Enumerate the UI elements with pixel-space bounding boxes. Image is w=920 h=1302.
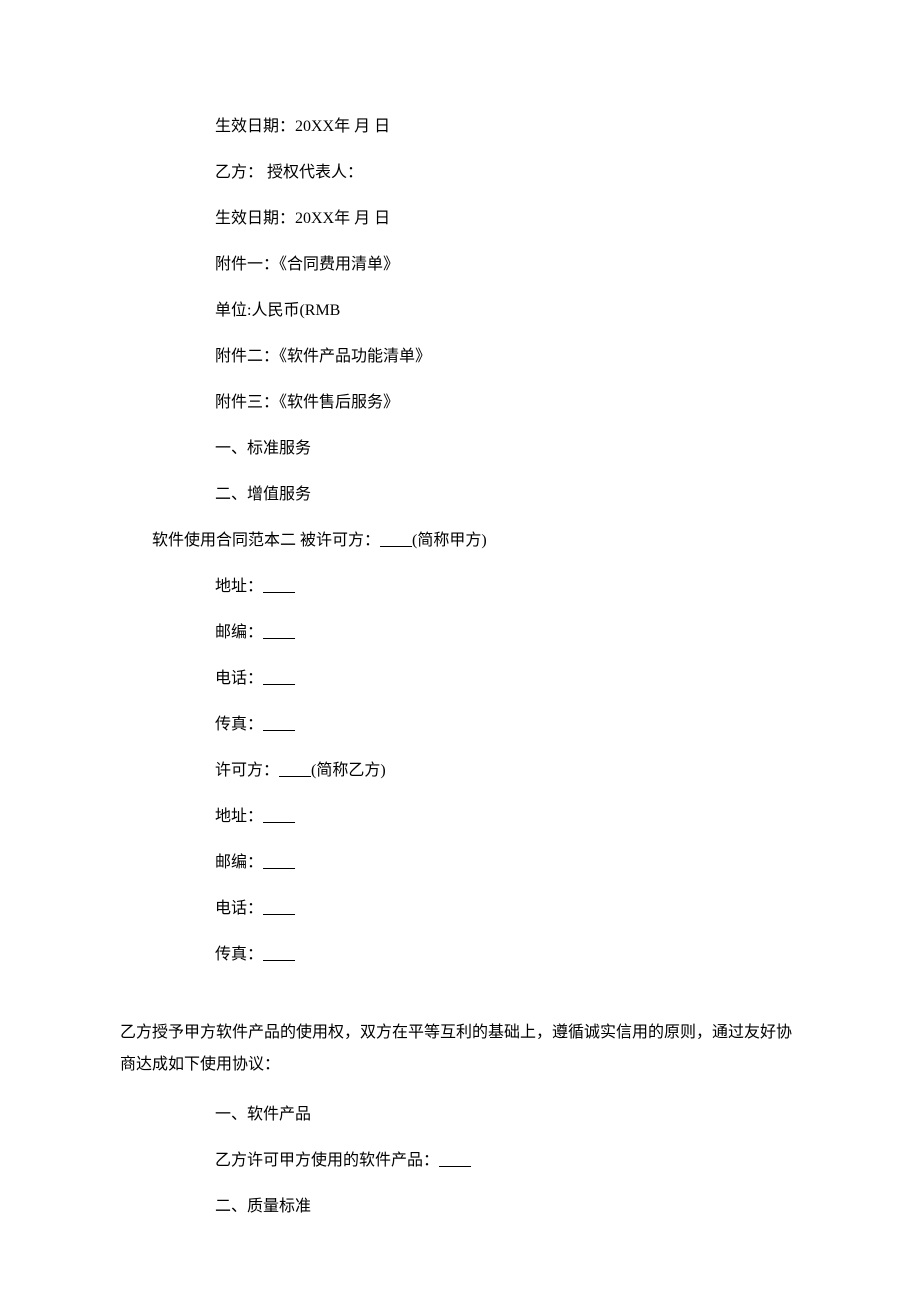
address-label-2: 地址：: [215, 808, 263, 825]
phone-label-2: 电话：: [215, 900, 263, 917]
line-attachment-1: 附件一：《合同费用清单》: [120, 253, 800, 277]
blank-fax-1: [263, 716, 295, 733]
blank-postcode-1: [263, 624, 295, 641]
blank-postcode-2: [263, 854, 295, 871]
line-unit: 单位:人民币(RMB: [120, 299, 800, 323]
blank-software-product: [439, 1152, 471, 1169]
blank-licensor: [279, 762, 311, 779]
line-software-product: 乙方许可甲方使用的软件产品：: [120, 1149, 800, 1173]
line-address-2: 地址：: [120, 805, 800, 829]
line-effective-date-1: 生效日期：20XX年 月 日: [120, 115, 800, 139]
licensor-label: 许可方：: [215, 762, 279, 779]
line-attachment-3: 附件三：《软件售后服务》: [120, 391, 800, 415]
line-section-1: 一、软件产品: [120, 1103, 800, 1127]
fax-label-2: 传真：: [215, 946, 263, 963]
line-postcode-2: 邮编：: [120, 851, 800, 875]
line-value-service: 二、增值服务: [120, 483, 800, 507]
agreement-paragraph: 乙方授予甲方软件产品的使用权，双方在平等互利的基础上，遵循诚实信用的原则，通过友…: [120, 1017, 800, 1081]
template-title-text: 软件使用合同范本二: [152, 532, 296, 549]
line-fax-1: 传真：: [120, 713, 800, 737]
blank-phone-2: [263, 900, 295, 917]
line-section-2: 二、质量标准: [120, 1195, 800, 1219]
postcode-label-2: 邮编：: [215, 854, 263, 871]
line-standard-service: 一、标准服务: [120, 437, 800, 461]
blank-address-1: [263, 578, 295, 595]
licensor-suffix: (简称乙方): [311, 762, 386, 779]
phone-label-1: 电话：: [215, 670, 263, 687]
line-phone-1: 电话：: [120, 667, 800, 691]
line-party-b: 乙方： 授权代表人：: [120, 161, 800, 185]
line-postcode-1: 邮编：: [120, 621, 800, 645]
address-label-1: 地址：: [215, 578, 263, 595]
line-licensor: 许可方： (简称乙方): [120, 759, 800, 783]
line-attachment-2: 附件二：《软件产品功能清单》: [120, 345, 800, 369]
postcode-label-1: 邮编：: [215, 624, 263, 641]
fax-label-1: 传真：: [215, 716, 263, 733]
licensee-label: 被许可方：: [300, 532, 380, 549]
blank-licensee: [380, 532, 412, 549]
software-product-label: 乙方许可甲方使用的软件产品：: [215, 1152, 439, 1169]
blank-address-2: [263, 808, 295, 825]
line-effective-date-2: 生效日期：20XX年 月 日: [120, 207, 800, 231]
line-template-title: 软件使用合同范本二 被许可方： (简称甲方): [120, 529, 800, 553]
line-address-1: 地址：: [120, 575, 800, 599]
line-fax-2: 传真：: [120, 943, 800, 967]
line-phone-2: 电话：: [120, 897, 800, 921]
licensee-suffix: (简称甲方): [412, 532, 487, 549]
blank-phone-1: [263, 670, 295, 687]
blank-fax-2: [263, 946, 295, 963]
